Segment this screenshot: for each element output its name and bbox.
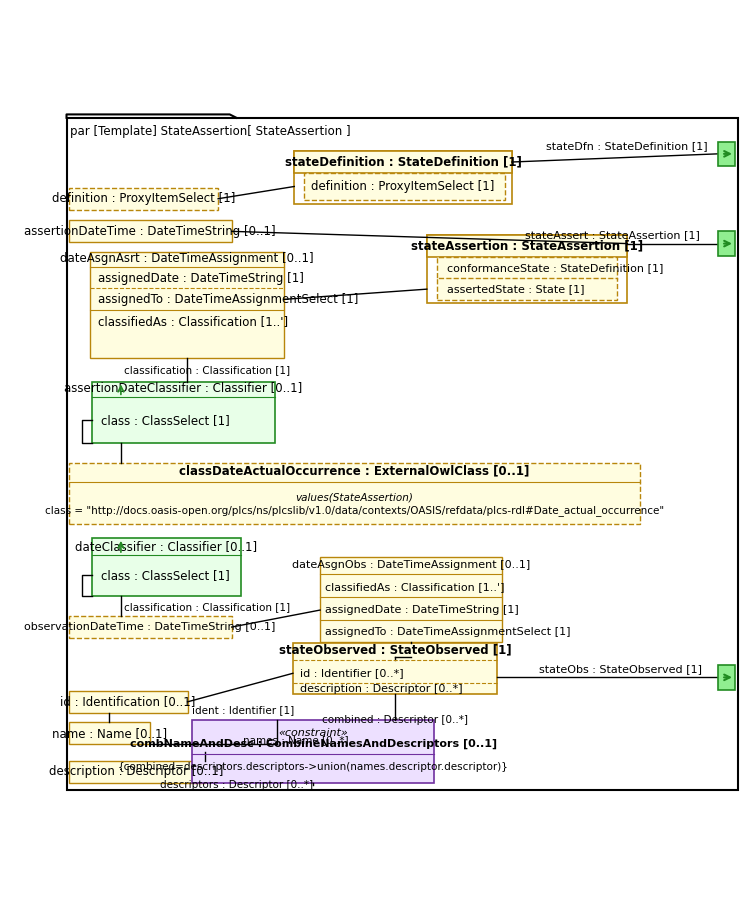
FancyBboxPatch shape [718,141,735,166]
FancyBboxPatch shape [437,278,617,300]
Text: definition : ProxyItemSelect [1]: definition : ProxyItemSelect [1] [52,192,235,206]
Text: stateAssertion : StateAssertion [1]: stateAssertion : StateAssertion [1] [411,240,643,253]
Text: stateDefinition : StateDefinition [1]: stateDefinition : StateDefinition [1] [285,156,522,169]
Text: class = "http://docs.oasis-open.org/plcs/ns/plcslib/v1.0/data/contexts/OASIS/ref: class = "http://docs.oasis-open.org/plcs… [45,506,663,516]
Text: dateAsgnObs : DateTimeAssignment [0..1]: dateAsgnObs : DateTimeAssignment [0..1] [292,560,531,570]
Text: stateObserved : StateObserved [1]: stateObserved : StateObserved [1] [279,643,511,657]
Text: classifiedAs : Classification [1..']: classifiedAs : Classification [1..'] [99,315,288,328]
FancyBboxPatch shape [293,643,497,694]
FancyBboxPatch shape [91,381,275,443]
Text: stateAssert : StateAssertion [1]: stateAssert : StateAssertion [1] [525,230,701,240]
FancyBboxPatch shape [67,118,739,789]
FancyBboxPatch shape [718,665,735,689]
Text: stateDfn : StateDefinition [1]: stateDfn : StateDefinition [1] [546,140,707,150]
Text: par [Template] StateAssertion[ StateAssertion ]: par [Template] StateAssertion[ StateAsse… [70,125,351,139]
Text: values(StateAssertion): values(StateAssertion) [295,492,413,502]
Text: dateClassifier : Classifier [0..1]: dateClassifier : Classifier [0..1] [75,540,258,553]
Text: id : Identifier [0..*]: id : Identifier [0..*] [299,669,403,679]
Text: ident : Identifier [1]: ident : Identifier [1] [192,705,294,715]
FancyBboxPatch shape [68,188,218,209]
Text: assignedDate : DateTimeString [1]: assignedDate : DateTimeString [1] [325,605,519,615]
Text: descriptors : Descriptor [0..*]: descriptors : Descriptor [0..*] [160,780,313,790]
Text: assignedTo : DateTimeAssignmentSelect [1]: assignedTo : DateTimeAssignmentSelect [1… [325,628,571,638]
Text: description : Descriptor [0..*]: description : Descriptor [0..*] [299,684,462,694]
FancyBboxPatch shape [68,220,232,242]
Text: name : Name [0..1]: name : Name [0..1] [52,727,167,739]
Text: assertionDateTime : DateTimeString [0..1]: assertionDateTime : DateTimeString [0..1… [25,225,276,238]
Text: names : Name [0..*]: names : Name [0..*] [243,735,349,745]
FancyBboxPatch shape [426,236,627,257]
Text: conformanceState : StateDefinition [1]: conformanceState : StateDefinition [1] [447,263,663,273]
Text: {combined=descriptors.descriptors->union(names.descriptor.descriptor)}: {combined=descriptors.descriptors->union… [118,762,509,772]
Text: classifiedAs : Classification [1..']: classifiedAs : Classification [1..'] [325,582,504,592]
Text: assignedTo : DateTimeAssignmentSelect [1]: assignedTo : DateTimeAssignmentSelect [1… [99,293,359,306]
Text: classDateActualOccurrence : ExternalOwlClass [0..1]: classDateActualOccurrence : ExternalOwlC… [179,465,529,477]
Text: description : Descriptor [0..1]: description : Descriptor [0..1] [49,766,224,778]
FancyBboxPatch shape [68,722,150,744]
Text: class : ClassSelect [1]: class : ClassSelect [1] [100,414,230,427]
Text: combNameAndDesc : CombineNamesAndDescriptors [0..1]: combNameAndDesc : CombineNamesAndDescrip… [130,739,497,749]
FancyBboxPatch shape [437,257,617,279]
FancyBboxPatch shape [68,761,204,783]
Text: assertedState : State [1]: assertedState : State [1] [447,284,585,294]
Text: definition : ProxyItemSelect [1]: definition : ProxyItemSelect [1] [311,180,495,193]
FancyBboxPatch shape [68,463,640,525]
Text: observationDateTime : DateTimeString [0..1]: observationDateTime : DateTimeString [0.… [25,622,276,632]
Text: stateObs : StateObserved [1]: stateObs : StateObserved [1] [539,664,702,674]
FancyBboxPatch shape [91,253,284,358]
FancyBboxPatch shape [320,557,502,642]
FancyBboxPatch shape [68,616,232,638]
FancyBboxPatch shape [305,173,505,200]
Text: combined : Descriptor [0..*]: combined : Descriptor [0..*] [322,715,468,725]
FancyBboxPatch shape [192,720,434,783]
Text: assignedDate : DateTimeString [1]: assignedDate : DateTimeString [1] [99,272,305,284]
Text: assertionDateClassifier : Classifier [0..1]: assertionDateClassifier : Classifier [0.… [65,381,302,394]
Text: classification : Classification [1]: classification : Classification [1] [124,365,291,375]
Text: dateAsgnAsrt : DateTimeAssignment [0..1]: dateAsgnAsrt : DateTimeAssignment [0..1] [60,252,314,265]
Text: «constraint»: «constraint» [279,728,348,738]
Text: class : ClassSelect [1]: class : ClassSelect [1] [100,569,230,582]
FancyBboxPatch shape [294,151,512,173]
FancyBboxPatch shape [91,538,241,596]
FancyBboxPatch shape [718,231,735,255]
Text: classification : Classification [1]: classification : Classification [1] [124,602,291,612]
Text: id : Identification [0..1]: id : Identification [0..1] [60,695,195,708]
FancyBboxPatch shape [68,691,187,713]
